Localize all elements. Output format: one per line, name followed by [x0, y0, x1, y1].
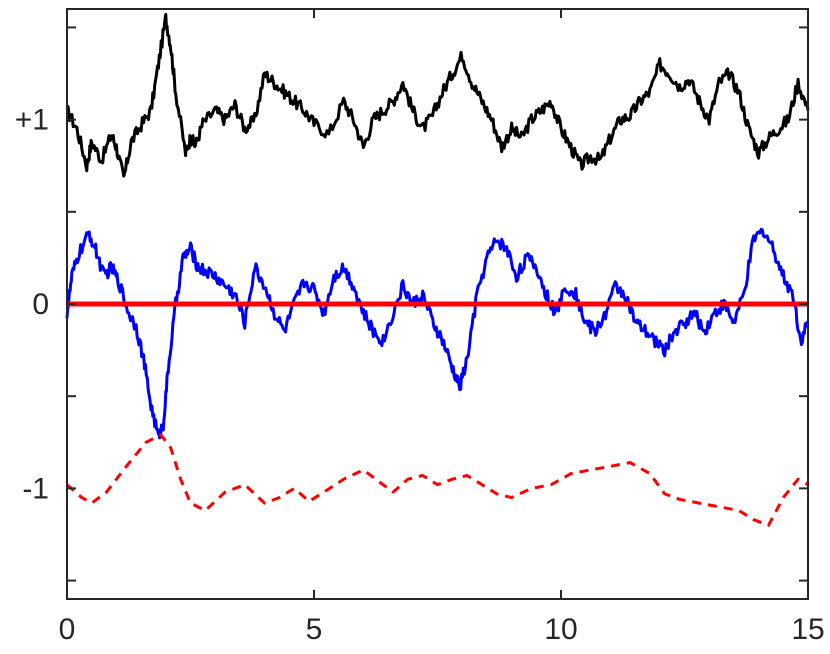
y-tick-label: 0	[32, 288, 49, 321]
x-tick-label: 0	[59, 613, 76, 646]
tick-label-layer: 0 5 10 15 +1 0 -1	[15, 104, 825, 646]
series-line-2	[65, 227, 809, 440]
x-tick-label: 5	[306, 613, 323, 646]
series-line-1	[65, 12, 810, 178]
y-tick-label: +1	[15, 104, 49, 137]
tick-layer	[66, 9, 809, 599]
y-tick-label: -1	[22, 472, 49, 505]
x-tick-label: 10	[544, 613, 577, 646]
series-layer	[65, 12, 810, 527]
x-tick-label: 15	[791, 613, 824, 646]
series-line-4	[66, 433, 809, 527]
